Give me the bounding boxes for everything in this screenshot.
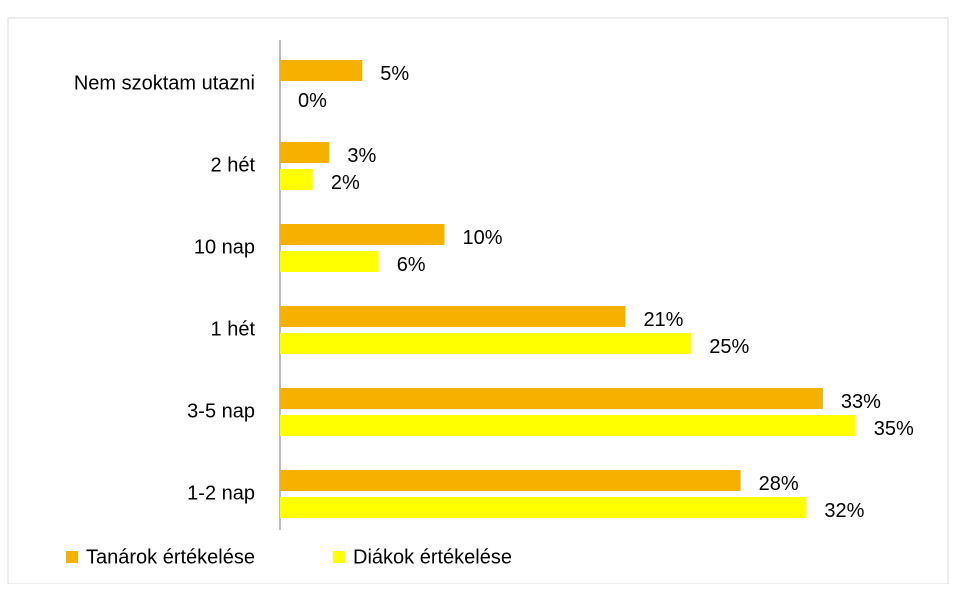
value-label: 6%	[397, 254, 426, 276]
value-label: 32%	[824, 500, 864, 522]
value-label: 33%	[841, 391, 881, 413]
y-tick-label: 10 nap	[194, 236, 255, 258]
legend-label: Diákok értékelése	[353, 546, 512, 568]
bar	[280, 169, 313, 190]
value-label: 3%	[347, 145, 376, 167]
bar	[280, 497, 807, 518]
y-tick-label: 1-2 nap	[187, 482, 255, 504]
legend-swatch	[66, 551, 78, 563]
bar	[280, 470, 741, 491]
bar	[280, 306, 626, 327]
bar	[280, 142, 330, 163]
value-label: 10%	[463, 227, 503, 249]
value-label: 21%	[643, 309, 683, 331]
y-tick-label: 1 hét	[211, 318, 256, 340]
y-tick-label: Nem szoktam utazni	[74, 72, 255, 94]
legend-swatch	[333, 551, 345, 563]
bar	[280, 333, 692, 354]
bar	[280, 251, 379, 272]
value-label: 0%	[298, 90, 327, 112]
y-tick-label: 3-5 nap	[187, 400, 255, 422]
value-label: 28%	[759, 473, 799, 495]
legend-label: Tanárok értékelése	[86, 546, 255, 568]
bar	[280, 388, 823, 409]
y-tick-label: 2 hét	[211, 154, 256, 176]
bar	[280, 224, 445, 245]
bar	[280, 415, 856, 436]
value-label: 25%	[709, 336, 749, 358]
value-label: 2%	[331, 172, 360, 194]
bar	[280, 60, 363, 81]
value-label: 35%	[874, 418, 914, 440]
value-label: 5%	[380, 63, 409, 85]
